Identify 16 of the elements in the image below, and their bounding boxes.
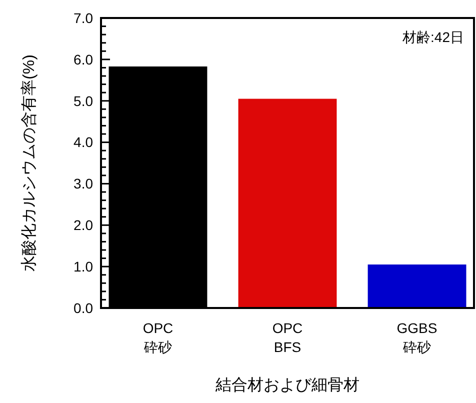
y-tick-label: 4.0 xyxy=(74,134,94,150)
x-tick-label: OPC BFS xyxy=(272,320,303,355)
annotation: 材齢:42日 xyxy=(402,29,464,45)
y-tick-label: 2.0 xyxy=(74,217,94,234)
x-axis-title: 結合材および細骨材 xyxy=(214,376,360,394)
y-tick-label: 7.0 xyxy=(74,10,94,26)
x-tick-label: OPC 砕砂 xyxy=(142,320,174,355)
y-axis-title: 水酸化カルシウムの含有率(%) xyxy=(20,54,38,272)
bar xyxy=(238,98,337,308)
y-tick-label: 1.0 xyxy=(74,258,94,274)
y-tick-label: 6.0 xyxy=(74,51,94,68)
y-tick-label: 0.0 xyxy=(74,300,94,316)
x-tick-label: GGBS 砕砂 xyxy=(396,320,438,355)
y-tick-label: 3.0 xyxy=(74,176,94,192)
bar xyxy=(368,264,466,308)
y-tick-label: 5.0 xyxy=(74,92,94,109)
